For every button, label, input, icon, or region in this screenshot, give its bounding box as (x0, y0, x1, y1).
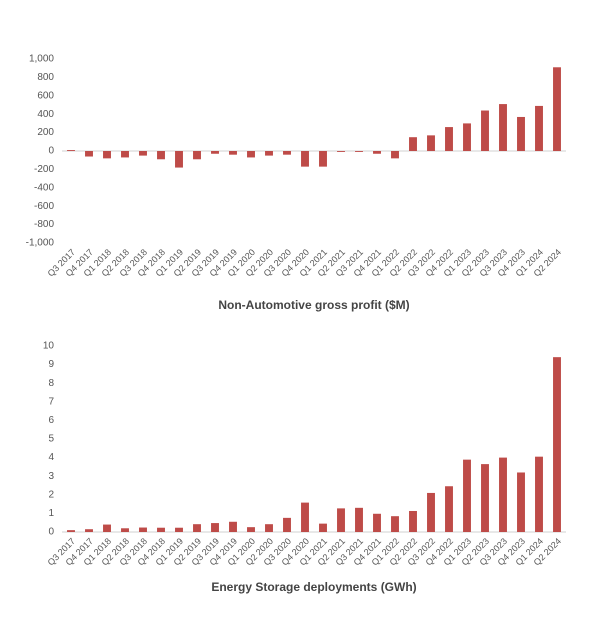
bar (535, 456, 543, 532)
bar (103, 151, 111, 159)
y-tick-label: 9 (48, 359, 54, 370)
y-tick-label: -600 (34, 201, 54, 212)
bar (517, 116, 525, 151)
y-tick-label: 1 (48, 508, 54, 519)
bar (319, 151, 327, 167)
bar (409, 137, 417, 151)
y-tick-label: 600 (37, 90, 54, 101)
bar (121, 528, 129, 532)
y-tick-label: 8 (48, 378, 54, 389)
y-tick-label: -200 (34, 164, 54, 175)
y-tick-label: 1,000 (29, 54, 54, 65)
y-tick-label: -800 (34, 219, 54, 230)
bar (463, 459, 471, 532)
bar (139, 527, 147, 532)
bar (337, 151, 345, 152)
bar (139, 151, 147, 156)
y-tick-label: 10 (43, 341, 55, 352)
bar (265, 151, 273, 156)
chart-title: Energy Storage deployments (GWh) (211, 580, 416, 594)
bar (553, 357, 561, 532)
bar (445, 486, 453, 532)
y-tick-label: 5 (48, 434, 54, 445)
bar (193, 151, 201, 160)
y-tick-label: 800 (37, 72, 54, 83)
bar (481, 464, 489, 532)
bar (553, 67, 561, 151)
bar (409, 510, 417, 532)
bar (157, 151, 165, 160)
bar (391, 151, 399, 159)
bar (463, 123, 471, 151)
y-tick-label: 6 (48, 415, 54, 426)
bar (391, 516, 399, 532)
bar (157, 527, 165, 532)
bar (85, 151, 93, 157)
y-tick-label: -1,000 (26, 238, 55, 249)
bar (229, 521, 237, 532)
bar (481, 110, 489, 151)
y-tick-label: 4 (48, 452, 54, 463)
y-tick-label: 200 (37, 127, 54, 138)
bar (175, 151, 183, 168)
bar (67, 530, 75, 532)
bar (283, 151, 291, 155)
bar (445, 127, 453, 151)
bar (499, 104, 507, 151)
y-tick-label: 3 (48, 471, 54, 482)
bar (517, 472, 525, 532)
bar (301, 151, 309, 167)
bar (373, 513, 381, 532)
bar (211, 523, 219, 532)
bar (247, 527, 255, 532)
bar (265, 524, 273, 532)
bar (103, 524, 111, 532)
bar (319, 523, 327, 532)
bar (193, 524, 201, 532)
y-tick-label: 400 (37, 109, 54, 120)
bar (229, 151, 237, 155)
y-tick-label: 0 (48, 527, 54, 538)
bar (121, 151, 129, 158)
bar (535, 105, 543, 151)
bar (427, 135, 435, 151)
bar (301, 502, 309, 532)
y-tick-label: 2 (48, 489, 54, 500)
bar (67, 150, 75, 151)
bar (355, 151, 363, 152)
bar (355, 507, 363, 532)
y-tick-label: -400 (34, 182, 54, 193)
bar (175, 527, 183, 532)
bar (247, 151, 255, 158)
bar (499, 457, 507, 532)
y-tick-label: 0 (48, 146, 54, 157)
bar (337, 508, 345, 532)
bar (373, 151, 381, 154)
chart-title: Non-Automotive gross profit ($M) (218, 298, 409, 312)
y-tick-label: 7 (48, 396, 54, 407)
bar (85, 529, 93, 532)
bar (283, 517, 291, 532)
bar (427, 492, 435, 532)
bar (211, 151, 219, 154)
